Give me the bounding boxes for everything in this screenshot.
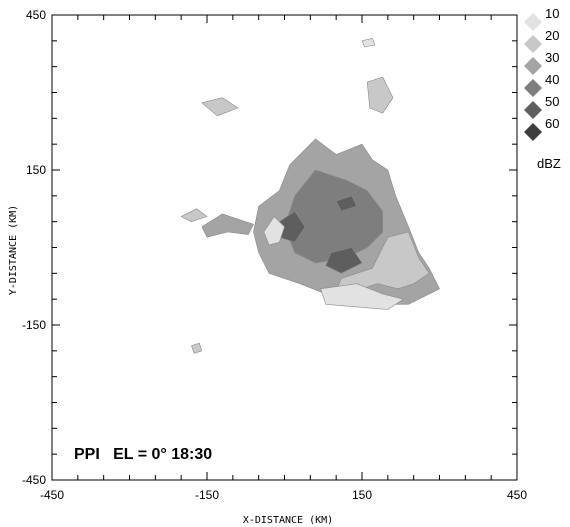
legend: 10 20 30 40 50 60	[524, 6, 559, 141]
legend-label: 50	[545, 94, 559, 109]
echo-north-east-speck	[361, 37, 376, 48]
legend-label: 10	[545, 6, 559, 21]
legend-label: 20	[545, 28, 559, 43]
echo-layer	[180, 37, 440, 354]
echo-west-band	[201, 213, 254, 238]
y-tick-label: -150	[22, 318, 46, 332]
x-axis-title: X-DISTANCE (KM)	[243, 515, 333, 526]
echo-light-echo-south	[320, 283, 404, 310]
y-tick-label: 150	[26, 163, 46, 177]
tick-labels: -450 -150 150 450 450 150 -150 -450	[22, 8, 527, 502]
echo-north-west-cluster	[201, 97, 239, 117]
echo-strong-cell-2	[325, 247, 363, 274]
echo-north-east-cluster	[366, 76, 394, 114]
echo-light-echo-west	[263, 216, 285, 246]
echo-strong-cell-3	[335, 195, 358, 212]
tick-marks	[51, 14, 518, 481]
echo-light-echo-east	[335, 231, 430, 292]
ppi-annotation: PPI EL = 0° 18:30	[74, 446, 212, 463]
legend-swatch	[524, 123, 542, 141]
legend-label: 30	[545, 50, 559, 65]
legend-label: 40	[545, 72, 559, 87]
x-tick-label: -450	[40, 488, 64, 502]
legend-unit: dBZ	[537, 156, 561, 171]
legend-swatch	[524, 13, 542, 31]
legend-swatch	[524, 57, 542, 75]
legend-swatch	[524, 35, 542, 53]
y-tick-label: -450	[22, 473, 46, 487]
echo-west-patch	[180, 208, 208, 222]
echo-south-west-speck	[191, 342, 203, 354]
legend-swatch	[524, 79, 542, 97]
x-tick-label: 150	[352, 488, 372, 502]
y-axis-title: Y-DISTANCE (KM)	[8, 205, 19, 295]
legend-label: 60	[545, 116, 559, 131]
legend-swatch	[524, 101, 542, 119]
y-tick-label: 450	[26, 8, 46, 22]
x-tick-label: 450	[507, 488, 527, 502]
x-tick-label: -150	[195, 488, 219, 502]
